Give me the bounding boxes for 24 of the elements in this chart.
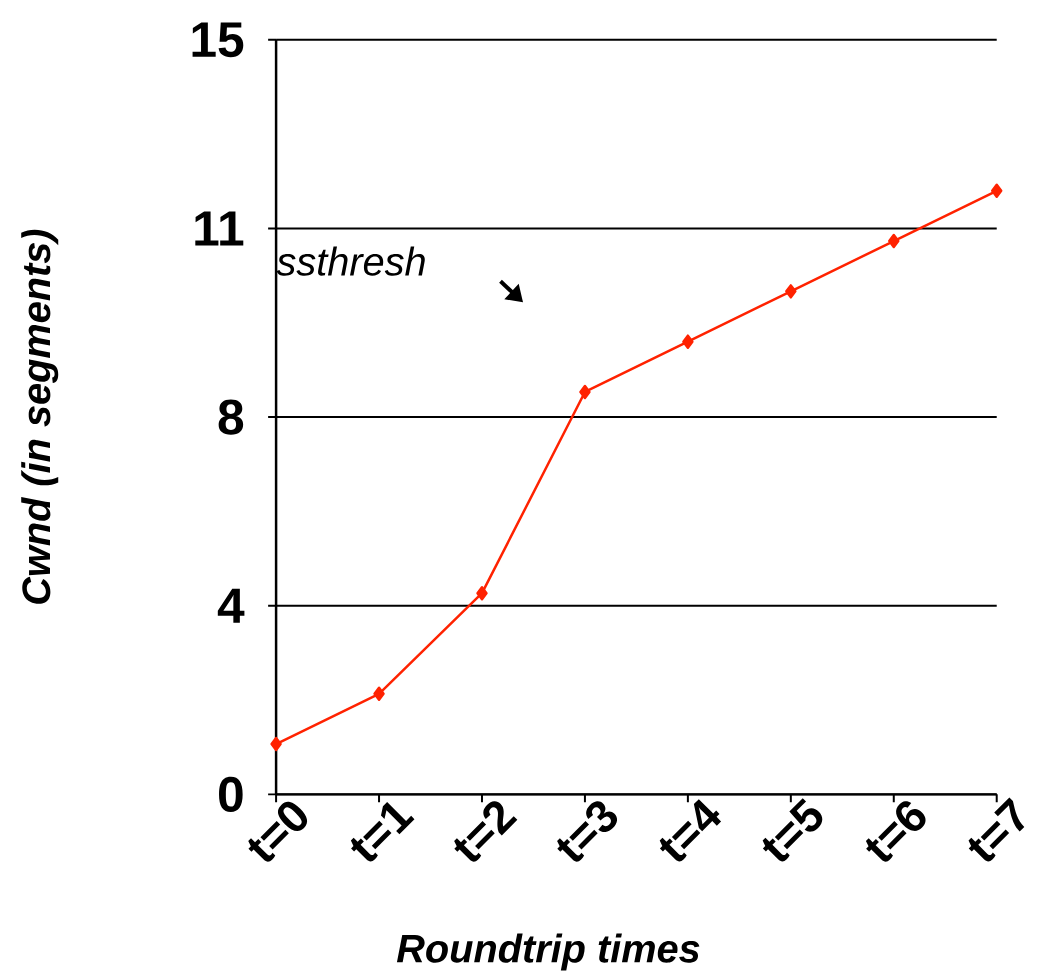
x-tick-label: t=1 bbox=[350, 802, 415, 862]
x-tick-label: t=0 bbox=[248, 801, 308, 862]
x-tick-label: t=2 bbox=[454, 801, 518, 862]
x-tick-label: t=7 bbox=[968, 797, 1025, 862]
x-tick-label: t=6 bbox=[865, 801, 926, 862]
point bbox=[579, 384, 591, 400]
point bbox=[785, 284, 797, 299]
y-tick-label: 15 bbox=[192, 22, 244, 58]
x-tick-label: t=5 bbox=[762, 798, 823, 862]
y-tick-label: 0 bbox=[219, 776, 243, 813]
point bbox=[373, 686, 385, 702]
point bbox=[888, 233, 900, 249]
y-tick-label: 11 bbox=[195, 211, 244, 246]
point bbox=[682, 334, 694, 350]
x-tick-label: t=3 bbox=[557, 801, 618, 862]
point bbox=[990, 183, 1003, 199]
point bbox=[476, 586, 488, 601]
x-axis-title: Roundtrip times bbox=[396, 933, 700, 971]
y-tick-label: 4 bbox=[217, 588, 245, 623]
y-axis-title: Cwnd (in segments) bbox=[21, 229, 59, 604]
annotation: ssthresh bbox=[276, 246, 425, 276]
point bbox=[270, 736, 282, 752]
x-tick-label: t=4 bbox=[659, 799, 722, 862]
y-tick-label: 8 bbox=[218, 399, 244, 435]
